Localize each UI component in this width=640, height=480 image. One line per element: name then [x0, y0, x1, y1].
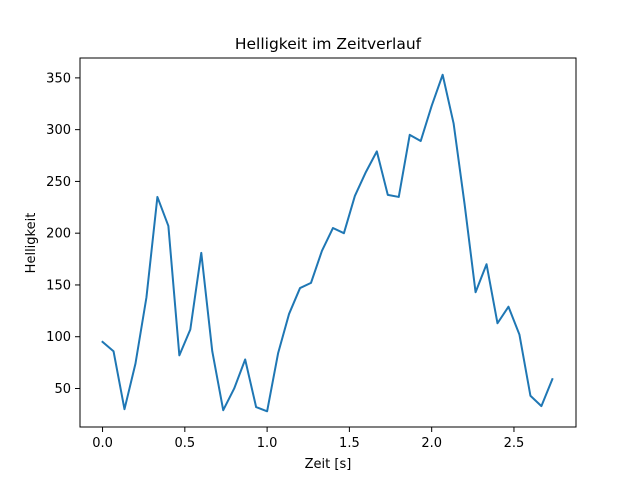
y-tick-label: 150 [46, 278, 71, 293]
y-tick-label: 100 [46, 330, 71, 345]
x-tick-label: 2.0 [421, 436, 442, 451]
y-tick-label: 300 [46, 123, 71, 138]
x-tick-label: 2.5 [504, 436, 525, 451]
y-axis-label: Helligkeit [24, 213, 39, 274]
y-tick-label: 50 [54, 382, 71, 397]
y-tick-label: 200 [46, 227, 71, 242]
series-line [101, 73, 554, 413]
x-tick-label: 1.0 [257, 436, 278, 451]
x-tick-label: 1.5 [339, 436, 360, 451]
x-tick-label: 0.0 [92, 436, 113, 451]
x-axis-label: Zeit [s] [305, 457, 352, 472]
plot-series [101, 73, 554, 413]
y-tick-label: 250 [46, 175, 71, 190]
y-axis-ticks: 50 100 150 200 250 300 350 [46, 71, 80, 397]
x-axis-ticks: 0.0 0.5 1.0 1.5 2.0 2.5 [92, 427, 524, 451]
plot-frame [79, 57, 577, 428]
x-tick-label: 0.5 [174, 436, 195, 451]
chart-title: Helligkeit im Zeitverlauf [235, 35, 422, 53]
y-tick-label: 350 [46, 71, 71, 86]
